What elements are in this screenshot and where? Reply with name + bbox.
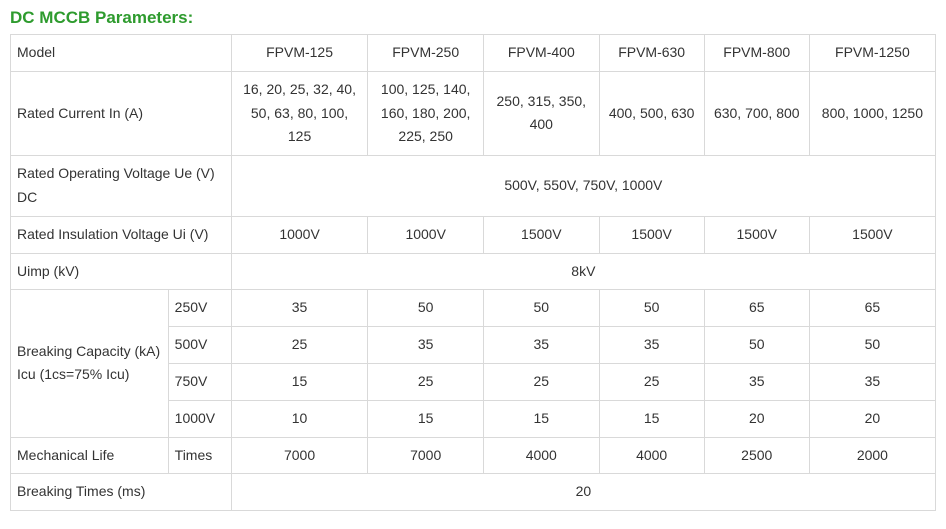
cell: 1000V bbox=[231, 216, 368, 253]
cell: 25 bbox=[231, 327, 368, 364]
cell: 7000 bbox=[231, 437, 368, 474]
model-col: FPVM-125 bbox=[231, 35, 368, 72]
cell: 15 bbox=[599, 400, 704, 437]
cell: 1500V bbox=[599, 216, 704, 253]
cell: 4000 bbox=[599, 437, 704, 474]
section-title: DC MCCB Parameters: bbox=[10, 8, 936, 28]
cell: 100, 125, 140, 160, 180, 200, 225, 250 bbox=[368, 71, 484, 155]
row-label: Rated Operating Voltage Ue (V) DC bbox=[11, 156, 232, 217]
row-label: Breaking Capacity (kA) Icu (1cs=75% Icu) bbox=[11, 290, 169, 437]
cell: 630, 700, 800 bbox=[704, 71, 809, 155]
cell: 20 bbox=[809, 400, 935, 437]
cell: 2500 bbox=[704, 437, 809, 474]
cell: 35 bbox=[599, 327, 704, 364]
cell: 50 bbox=[483, 290, 599, 327]
cell: 20 bbox=[704, 400, 809, 437]
model-col: FPVM-1250 bbox=[809, 35, 935, 72]
cell: 25 bbox=[483, 363, 599, 400]
cell: 35 bbox=[704, 363, 809, 400]
sub-label: Times bbox=[168, 437, 231, 474]
cell: 50 bbox=[704, 327, 809, 364]
cell: 35 bbox=[368, 327, 484, 364]
cell: 2000 bbox=[809, 437, 935, 474]
cell: 50 bbox=[368, 290, 484, 327]
sub-label: 500V bbox=[168, 327, 231, 364]
cell: 1500V bbox=[704, 216, 809, 253]
row-label: Rated Current In (A) bbox=[11, 71, 232, 155]
cell: 1000V bbox=[368, 216, 484, 253]
cell: 65 bbox=[704, 290, 809, 327]
cell: 1500V bbox=[483, 216, 599, 253]
row-label: Uimp (kV) bbox=[11, 253, 232, 290]
cell: 250, 315, 350, 400 bbox=[483, 71, 599, 155]
cell: 1500V bbox=[809, 216, 935, 253]
cell: 800, 1000, 1250 bbox=[809, 71, 935, 155]
model-col: FPVM-250 bbox=[368, 35, 484, 72]
cell: 10 bbox=[231, 400, 368, 437]
cell: 4000 bbox=[483, 437, 599, 474]
cell-span: 500V, 550V, 750V, 1000V bbox=[231, 156, 935, 217]
cell: 400, 500, 630 bbox=[599, 71, 704, 155]
sub-label: 250V bbox=[168, 290, 231, 327]
cell: 35 bbox=[809, 363, 935, 400]
cell: 15 bbox=[483, 400, 599, 437]
row-breaking-capacity: Breaking Capacity (kA) Icu (1cs=75% Icu)… bbox=[11, 290, 936, 327]
row-breaking-times: Breaking Times (ms) 20 bbox=[11, 474, 936, 511]
row-rated-operating-voltage: Rated Operating Voltage Ue (V) DC 500V, … bbox=[11, 156, 936, 217]
cell: 50 bbox=[599, 290, 704, 327]
cell: 15 bbox=[368, 400, 484, 437]
model-col: FPVM-800 bbox=[704, 35, 809, 72]
parameters-table: Model FPVM-125 FPVM-250 FPVM-400 FPVM-63… bbox=[10, 34, 936, 511]
cell: 7000 bbox=[368, 437, 484, 474]
cell: 25 bbox=[368, 363, 484, 400]
cell: 65 bbox=[809, 290, 935, 327]
cell-span: 20 bbox=[231, 474, 935, 511]
cell: 35 bbox=[483, 327, 599, 364]
page: DC MCCB Parameters: Model FPVM-125 FPVM-… bbox=[0, 0, 946, 521]
row-uimp: Uimp (kV) 8kV bbox=[11, 253, 936, 290]
cell: 35 bbox=[231, 290, 368, 327]
model-label: Model bbox=[11, 35, 232, 72]
row-rated-insulation-voltage: Rated Insulation Voltage Ui (V) 1000V 10… bbox=[11, 216, 936, 253]
cell-span: 8kV bbox=[231, 253, 935, 290]
row-mechanical-life: Mechanical Life Times 7000 7000 4000 400… bbox=[11, 437, 936, 474]
row-rated-current: Rated Current In (A) 16, 20, 25, 32, 40,… bbox=[11, 71, 936, 155]
sub-label: 750V bbox=[168, 363, 231, 400]
cell: 50 bbox=[809, 327, 935, 364]
model-col: FPVM-630 bbox=[599, 35, 704, 72]
sub-label: 1000V bbox=[168, 400, 231, 437]
row-label: Mechanical Life bbox=[11, 437, 169, 474]
row-label: Rated Insulation Voltage Ui (V) bbox=[11, 216, 232, 253]
cell: 15 bbox=[231, 363, 368, 400]
row-label: Breaking Times (ms) bbox=[11, 474, 232, 511]
cell: 16, 20, 25, 32, 40, 50, 63, 80, 100, 125 bbox=[231, 71, 368, 155]
model-col: FPVM-400 bbox=[483, 35, 599, 72]
cell: 25 bbox=[599, 363, 704, 400]
table-header-row: Model FPVM-125 FPVM-250 FPVM-400 FPVM-63… bbox=[11, 35, 936, 72]
